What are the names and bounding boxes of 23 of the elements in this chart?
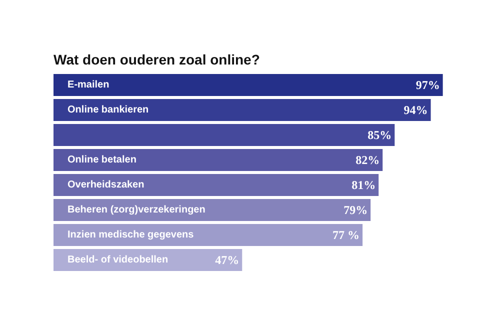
bar xyxy=(54,224,363,246)
bar xyxy=(54,199,371,221)
bar xyxy=(54,149,383,171)
data-label: 81% xyxy=(352,178,376,192)
y-tick-label: Overheidszaken xyxy=(68,180,144,190)
y-tick-label: Inzien medische gegevens xyxy=(68,230,194,240)
y-tick-label: Online betalen xyxy=(68,154,136,166)
y-tick-label: E-mailen xyxy=(68,80,110,90)
y-tick-label: Beeld- of videobellen xyxy=(68,254,168,266)
chart-title: Wat doen ouderen zoal online? xyxy=(54,52,260,68)
data-label: 94% xyxy=(404,103,428,117)
bar xyxy=(54,99,431,121)
y-tick-label: Beheren (zorg)verzekeringen xyxy=(68,204,206,216)
data-label: 82% xyxy=(356,153,380,167)
data-label: 79% xyxy=(344,203,368,217)
bar xyxy=(54,174,379,196)
data-label: 85% xyxy=(368,128,392,142)
data-label: 77 % xyxy=(332,228,360,242)
bar xyxy=(54,124,395,146)
data-label: 47% xyxy=(215,253,240,267)
bar xyxy=(54,74,443,96)
data-label: 97% xyxy=(416,78,440,92)
y-tick-label: Online bankieren xyxy=(68,104,149,116)
